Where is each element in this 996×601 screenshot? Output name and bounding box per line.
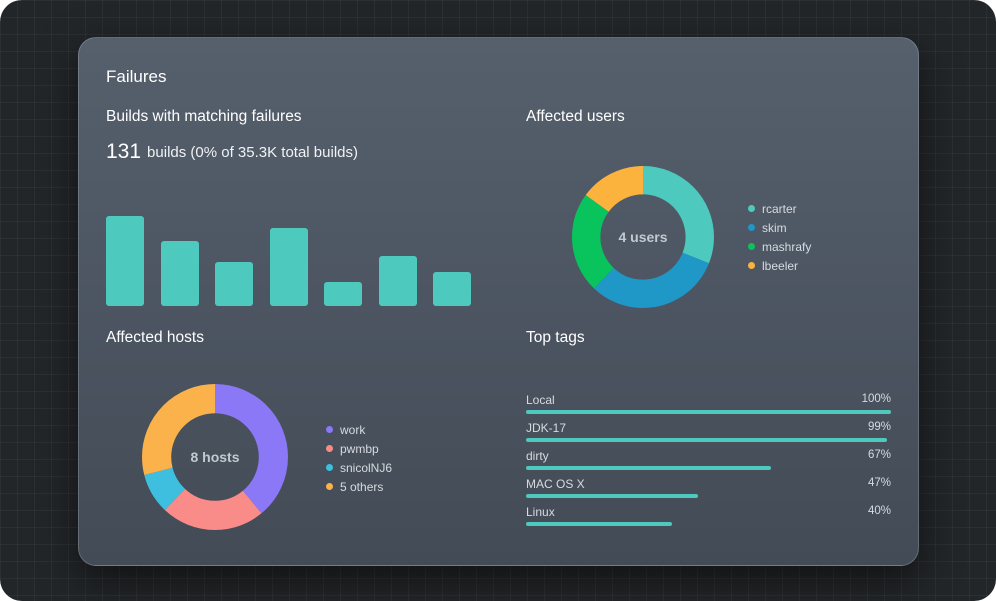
- hosts-legend: work pwmbp snicolNJ6 5 others: [326, 420, 392, 496]
- hosts-legend-item[interactable]: work: [326, 420, 392, 439]
- users-legend-label: rcarter: [762, 201, 797, 216]
- users-donut-svg: [572, 166, 714, 308]
- tag-percent: 67%: [867, 449, 891, 461]
- users-legend-label: lbeeler: [762, 258, 799, 273]
- tags-heading: Top tags: [526, 329, 585, 346]
- builds-bar-chart: [106, 208, 476, 306]
- build-bar[interactable]: [106, 216, 144, 306]
- hosts-legend-label: 5 others: [340, 479, 384, 494]
- tag-label: JDK-17: [526, 421, 567, 435]
- hosts-donut-chart: 8 hosts: [141, 383, 289, 531]
- hosts-heading: Affected hosts: [106, 329, 204, 346]
- tag-label: Linux: [526, 505, 555, 519]
- users-legend: rcarter skim mashrafy lbeeler: [748, 199, 811, 275]
- users-legend-item[interactable]: rcarter: [748, 199, 811, 218]
- builds-summary: builds (0% of 35.3K total builds): [147, 143, 358, 161]
- users-slice-skim[interactable]: [572, 166, 714, 308]
- tag-label: dirty: [526, 449, 549, 463]
- users-slice-lbeeler[interactable]: [572, 166, 714, 308]
- tag-row[interactable]: Local 100%: [526, 392, 891, 420]
- hosts-slice-pwmbp[interactable]: [141, 383, 289, 531]
- builds-heading: Builds with matching failures: [106, 108, 302, 125]
- build-bar[interactable]: [269, 228, 308, 306]
- tag-row[interactable]: MAC OS X 47%: [526, 476, 891, 504]
- hosts-donut-svg: [141, 383, 289, 531]
- users-legend-item[interactable]: mashrafy: [748, 237, 811, 256]
- users-legend-item[interactable]: lbeeler: [748, 256, 811, 275]
- build-bar[interactable]: [324, 282, 362, 306]
- legend-dot-icon: [326, 426, 333, 433]
- legend-dot-icon: [748, 224, 755, 231]
- tag-label: Local: [526, 393, 555, 407]
- tag-row[interactable]: Linux 40%: [526, 504, 891, 532]
- failures-card: Failures Builds with matching failures 1…: [78, 37, 919, 566]
- tag-percent: 99%: [867, 421, 891, 433]
- users-slice-mashrafy[interactable]: [572, 166, 714, 308]
- tag-bar: [526, 410, 891, 414]
- builds-count: 131: [106, 140, 142, 163]
- hosts-legend-label: pwmbp: [340, 441, 379, 456]
- build-bar[interactable]: [160, 241, 199, 306]
- legend-dot-icon: [748, 243, 755, 250]
- users-legend-label: mashrafy: [762, 239, 812, 254]
- tag-percent: 40%: [867, 505, 891, 517]
- legend-dot-icon: [326, 483, 333, 490]
- top-tags-list: Local 100% JDK-17 99% dirty 67% MAC OS X 47% Lin…: [526, 392, 891, 532]
- card-title: Failures: [106, 67, 167, 86]
- legend-dot-icon: [326, 445, 333, 452]
- tag-bar: [526, 466, 771, 470]
- hosts-legend-label: snicolNJ6: [340, 460, 393, 475]
- tag-bar: [526, 522, 672, 526]
- tag-row[interactable]: dirty 67%: [526, 448, 891, 476]
- users-heading: Affected users: [526, 108, 625, 125]
- build-bar[interactable]: [215, 262, 253, 306]
- hosts-legend-item[interactable]: snicolNJ6: [326, 458, 392, 477]
- hosts-slice-5-others[interactable]: [141, 383, 289, 531]
- legend-dot-icon: [748, 262, 755, 269]
- tag-bar: [526, 494, 698, 498]
- tag-label: MAC OS X: [526, 477, 585, 491]
- tag-percent: 100%: [861, 393, 891, 405]
- build-bar[interactable]: [378, 256, 417, 306]
- users-legend-item[interactable]: skim: [748, 218, 811, 237]
- hosts-legend-label: work: [340, 422, 366, 437]
- users-legend-label: skim: [762, 220, 787, 235]
- hosts-donut-center-label: 8 hosts: [190, 449, 240, 465]
- tag-percent: 47%: [867, 477, 891, 489]
- users-donut-center-label: 4 users: [618, 229, 668, 245]
- hosts-legend-item[interactable]: 5 others: [326, 477, 392, 496]
- legend-dot-icon: [748, 205, 755, 212]
- hosts-legend-item[interactable]: pwmbp: [326, 439, 392, 458]
- build-bar[interactable]: [433, 272, 471, 306]
- users-donut-chart: 4 users: [572, 166, 714, 308]
- tag-row[interactable]: JDK-17 99%: [526, 420, 891, 448]
- builds-count-row: 131 builds (0% of 35.3K total builds): [106, 140, 358, 164]
- legend-dot-icon: [326, 464, 333, 471]
- tag-bar: [526, 438, 888, 442]
